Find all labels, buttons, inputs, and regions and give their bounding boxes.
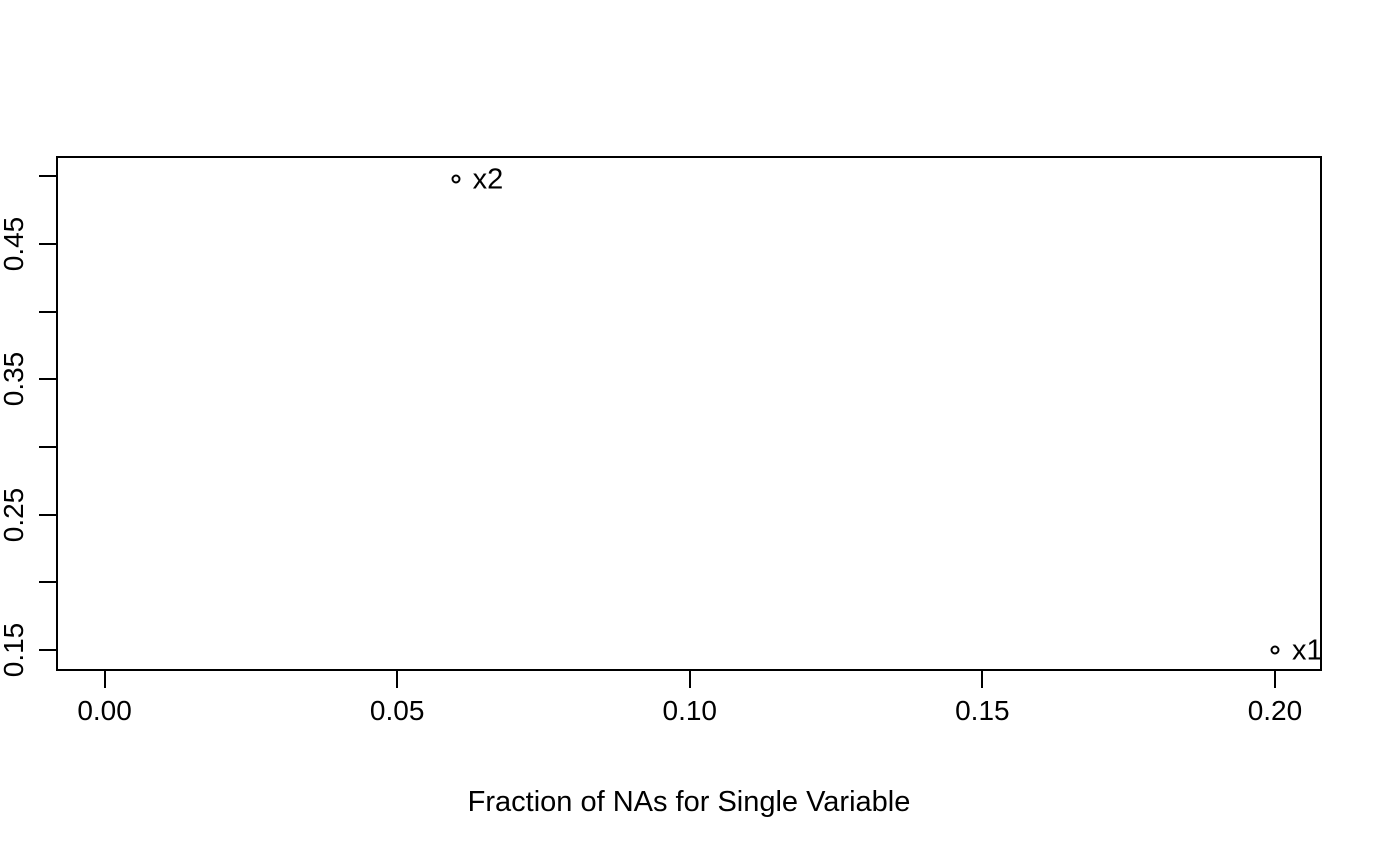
x-axis-tick bbox=[1273, 670, 1276, 688]
y-axis-tick bbox=[39, 445, 57, 448]
x-axis-tick-label: 0.05 bbox=[369, 695, 425, 726]
x-axis-tick bbox=[981, 670, 984, 688]
y-axis-tick bbox=[39, 581, 57, 584]
y-axis-tick bbox=[39, 513, 57, 516]
y-axis-tick bbox=[39, 310, 57, 313]
x-axis-tick-label: 0.20 bbox=[1247, 695, 1303, 726]
y-axis-tick-label: 0.45 bbox=[0, 216, 29, 272]
data-point-label-x2: x2 bbox=[472, 163, 504, 196]
x-axis-tick-label: 0.00 bbox=[77, 695, 132, 726]
x-axis-tick bbox=[396, 670, 399, 688]
x-axis-tick-label: 0.15 bbox=[955, 695, 1010, 726]
x-axis-tick bbox=[688, 670, 691, 688]
x-axis-tick-label: 0.10 bbox=[662, 695, 718, 726]
y-axis-tick bbox=[39, 378, 57, 381]
y-axis-tick-label: 0.25 bbox=[0, 487, 29, 542]
data-point-label-x1: x1 bbox=[1291, 634, 1323, 667]
x-axis-title: Fraction of NAs for Single Variable bbox=[467, 786, 911, 818]
y-axis-tick bbox=[39, 175, 57, 178]
plot-box bbox=[56, 156, 1322, 671]
y-axis-tick bbox=[39, 649, 57, 651]
x-axis-tick bbox=[103, 670, 106, 688]
y-axis-tick-label: 0.15 bbox=[0, 622, 29, 678]
data-point-x1 bbox=[1270, 645, 1280, 655]
y-axis-tick-label: 0.35 bbox=[0, 351, 29, 407]
y-axis-tick bbox=[39, 242, 57, 245]
data-point-x2 bbox=[451, 174, 461, 184]
